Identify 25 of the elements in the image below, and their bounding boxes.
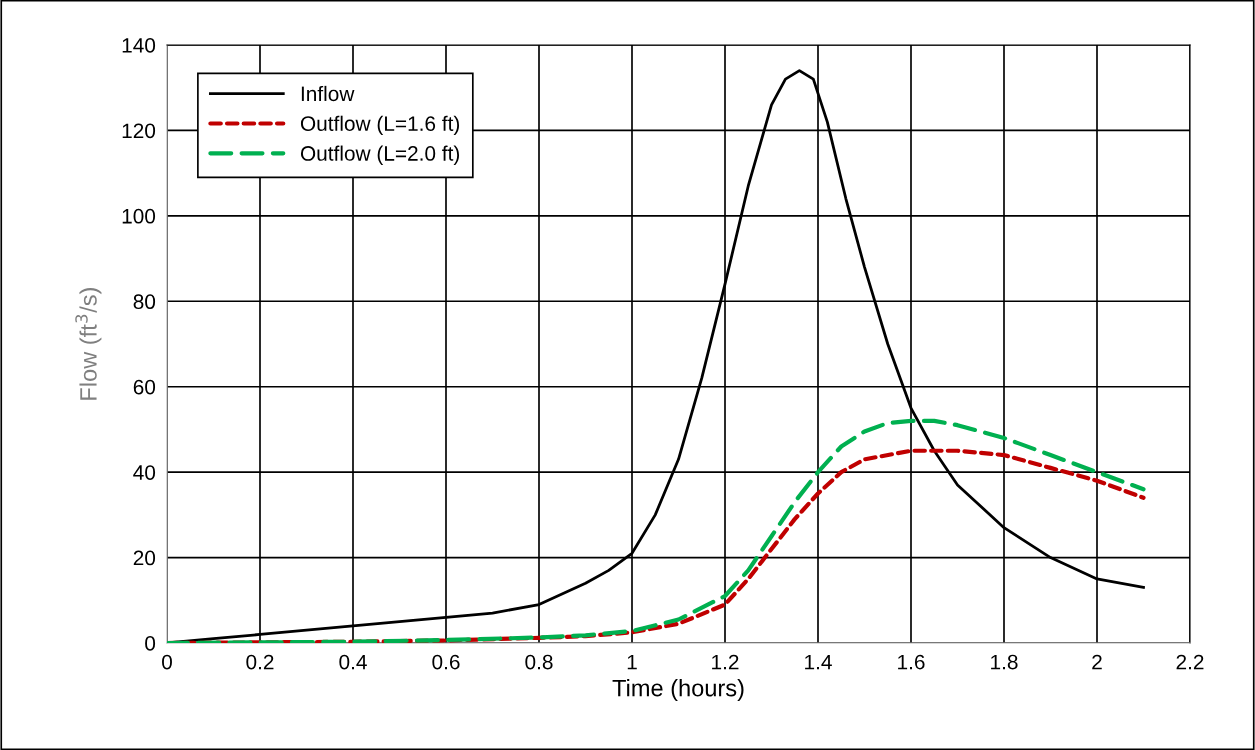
y-tick-label: 20: [133, 550, 156, 566]
legend-label: Inflow: [301, 85, 355, 102]
x-tick-label: 0: [162, 654, 172, 670]
x-tick-label: 0.6: [432, 654, 460, 670]
x-tick-label: 2.2: [1176, 654, 1204, 670]
y-tick-label: 40: [133, 465, 156, 480]
y-tick-label: 80: [133, 294, 156, 310]
legend-label: Outflow (L=1.6 ft): [300, 115, 460, 136]
x-tick-label: 0.2: [246, 654, 274, 670]
x-tick-label: 2: [1092, 654, 1102, 670]
x-tick-label: 1.8: [991, 654, 1018, 670]
x-tick-label: 0.4: [339, 654, 367, 670]
y-axis-title: Flow (ft$^{3}$/s): [75, 288, 102, 400]
y-tick-label: 60: [133, 379, 156, 395]
x-axis-title: Time (hours): [612, 679, 744, 702]
x-tick-label: 1: [627, 654, 637, 670]
legend-label: Outflow (L=2.0 ft): [300, 145, 460, 165]
y-tick-label: 0: [145, 636, 156, 651]
x-tick-label: 0.8: [525, 654, 553, 670]
y-tick-label: 100: [122, 208, 156, 224]
x-tick-label: 1.4: [805, 654, 832, 670]
y-tick-label: 120: [122, 123, 156, 139]
y-tick-label: 140: [122, 38, 156, 53]
x-tick-label: 1.6: [898, 654, 925, 670]
x-tick-label: 1.2: [712, 654, 739, 670]
